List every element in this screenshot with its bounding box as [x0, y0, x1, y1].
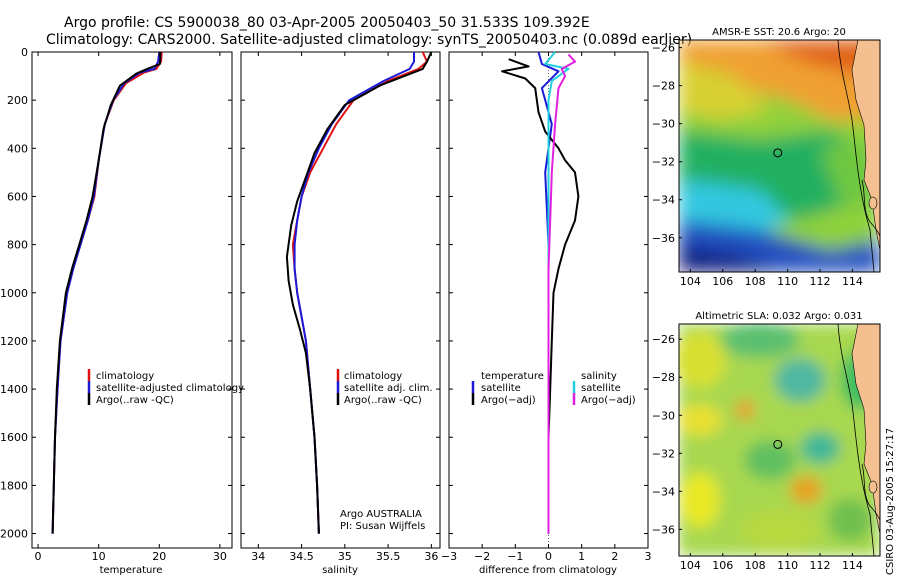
temperature-series-2: [51, 51, 162, 534]
temperature-plot: 0 10 20 30 0 200 400 600 800 1000 1200 1400 1600 1800…: [0, 46, 232, 563]
sla-xtick-label: 108: [745, 559, 766, 572]
legend-label-satellite: satellite-adjusted climatology: [96, 383, 244, 394]
depth-tick-label: 1000: [0, 287, 28, 300]
sla-map-frame: [678, 323, 881, 557]
sla-map-axes: 104 106 108 110 112 114 −26 −28 −30 −32 −34 −36: [652, 333, 863, 572]
legend-label-temp-satellite: satellite: [481, 383, 521, 394]
sst-xtick-label: 108: [745, 275, 766, 288]
difference-xtick-label: −3: [441, 550, 457, 563]
difference-legend: temperature satellite Argo(−adj) salinit…: [471, 371, 636, 406]
sst-ytick-label: −34: [652, 194, 675, 207]
salinity-xtick-label: 35: [338, 550, 352, 563]
sst-ytick-label: −28: [652, 80, 675, 93]
sst-xtick-label: 114: [842, 275, 863, 288]
temperature-xlabel: temperature: [100, 565, 163, 576]
depth-tick-label: 0: [21, 46, 28, 59]
legend-label-salinity: salinity: [581, 371, 617, 382]
sla-ytick-label: −26: [652, 333, 675, 346]
sst-map-axes: 104 106 108 110 112 114 −26 −28 −30 −32 −34 −36: [652, 42, 863, 288]
salinity-xtick-label: 34.5: [289, 550, 314, 563]
sst-xtick-label: 112: [810, 275, 831, 288]
annotation-pi: PI: Susan Wijffels: [340, 521, 425, 532]
sla-xtick-label: 110: [777, 559, 798, 572]
difference-series-3: [547, 53, 576, 534]
sla-ytick-label: −28: [652, 371, 675, 384]
difference-xtick-label: −2: [474, 550, 490, 563]
depth-tick-label: 1800: [0, 479, 28, 492]
legend-label-satellite: satellite adj. clim.: [344, 383, 433, 394]
sst-map-frame: [678, 39, 881, 273]
temperature-xtick-label: 10: [92, 550, 106, 563]
salinity-plot: 34 34.5 35 35.5 36: [241, 51, 440, 563]
difference-xtick-label: 2: [611, 550, 618, 563]
sst-ytick-label: −32: [652, 156, 675, 169]
sst-ytick-label: −30: [652, 118, 675, 131]
sla-map-title: Altimetric SLA: 0.032 Argo: 0.031: [695, 311, 862, 322]
legend-label-argo: Argo(..raw -QC): [96, 395, 174, 406]
sla-ytick-label: −34: [652, 485, 675, 498]
legend-label-sal-satellite: satellite: [581, 383, 621, 394]
sst-xtick-label: 104: [680, 275, 701, 288]
salinity-xtick-label: 34: [251, 550, 265, 563]
depth-tick-label: 1600: [0, 431, 28, 444]
salinity-series-2: [285, 51, 433, 534]
sla-float-marker: [773, 439, 783, 449]
temperature-panel: [31, 51, 233, 549]
legend-label-climatology: climatology: [344, 371, 402, 382]
difference-xtick-label: 3: [645, 550, 652, 563]
temperature-xtick-label: 0: [35, 550, 42, 563]
depth-tick-label: 800: [7, 239, 28, 252]
sst-xtick-label: 106: [712, 275, 733, 288]
sst-float-marker: [773, 148, 783, 158]
sla-ytick-label: −30: [652, 409, 675, 422]
temperature-xtick-label: 30: [213, 550, 227, 563]
depth-tick-label: 400: [7, 142, 28, 155]
temperature-legend: climatology satellite-adjusted climatolo…: [87, 369, 244, 406]
salinity-xtick-label: 35.5: [376, 550, 401, 563]
sla-ytick-label: −36: [652, 523, 675, 536]
salinity-xlabel: salinity: [322, 565, 358, 576]
sst-map-title: AMSR-E SST: 20.6 Argo: 20: [712, 27, 846, 38]
sla-map-field: [679, 324, 880, 556]
legend-label-climatology: climatology: [96, 371, 154, 382]
salinity-legend: climatology satellite adj. clim. Argo(..…: [336, 369, 433, 532]
legend-label-temperature: temperature: [481, 371, 544, 382]
side-stamp: CSIRO 03-Aug-2005 15:27:17: [885, 428, 896, 575]
depth-tick-label: 2000: [0, 528, 28, 541]
depth-tick-label: 200: [7, 94, 28, 107]
temperature-xtick-label: 20: [152, 550, 166, 563]
legend-label-argo: Argo(..raw -QC): [344, 395, 422, 406]
difference-xlabel: difference from climatology: [479, 565, 617, 576]
salinity-xtick-label: 36: [424, 550, 438, 563]
sst-ytick-label: −26: [652, 42, 675, 55]
difference-xtick-label: 1: [578, 550, 585, 563]
sla-xtick-label: 106: [712, 559, 733, 572]
sla-ytick-label: −32: [652, 447, 675, 460]
sst-map-field: [679, 40, 880, 272]
figure-title-line1: Argo profile: CS 5900038_80 03-Apr-2005 …: [64, 15, 590, 31]
sst-ytick-label: −36: [652, 232, 675, 245]
figure-title-line2: Climatology: CARS2000. Satellite-adjuste…: [46, 32, 692, 48]
sla-xtick-label: 112: [810, 559, 831, 572]
sst-xtick-label: 110: [777, 275, 798, 288]
depth-tick-label: 600: [7, 190, 28, 203]
difference-xtick-label: −1: [507, 550, 523, 563]
difference-xtick-label: 0: [545, 550, 552, 563]
difference-series-1: [501, 58, 580, 534]
salinity-panel: [240, 51, 441, 549]
legend-label-sal-argo: Argo(−adj): [581, 395, 636, 406]
sla-xtick-label: 114: [842, 559, 863, 572]
annotation-argo-australia: Argo AUSTRALIA: [340, 509, 422, 520]
legend-label-temp-argo: Argo(−adj): [481, 395, 536, 406]
sla-xtick-label: 104: [680, 559, 701, 572]
depth-tick-label: 1200: [0, 335, 28, 348]
difference-plot: −3 −2 −1 0 1 2 3: [441, 51, 652, 563]
depth-tick-label: 1400: [0, 383, 28, 396]
